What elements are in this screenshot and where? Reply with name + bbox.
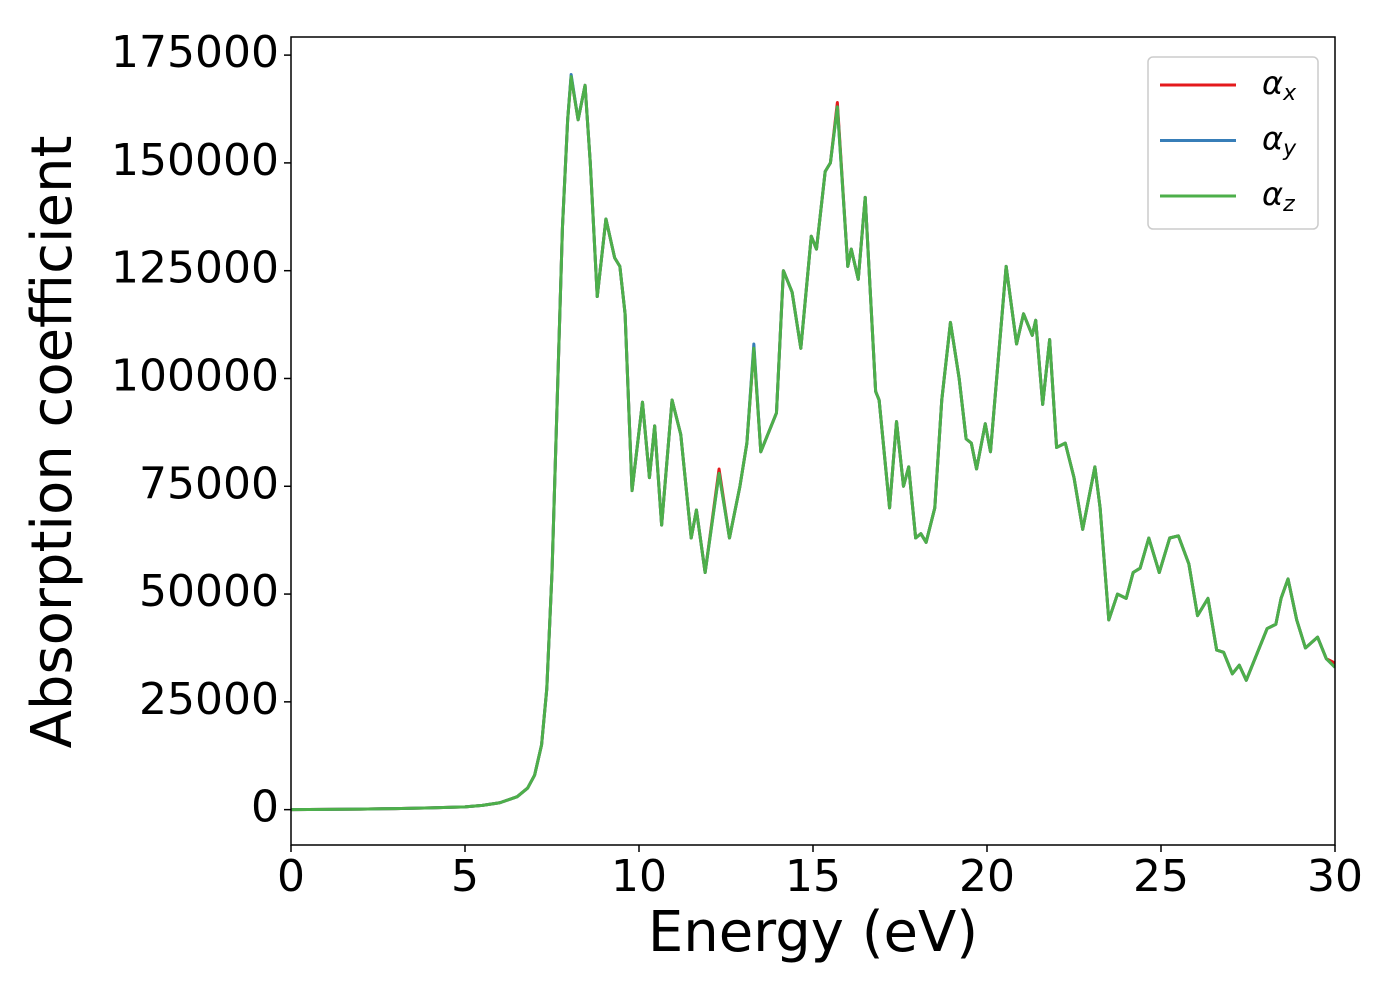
y-axis-label: Absorption coefficient — [20, 136, 85, 749]
legend: αx αy αz — [1147, 56, 1319, 230]
plot-frame — [290, 36, 1336, 846]
legend-label: αy — [1262, 120, 1297, 162]
y-tick-label: 25000 — [139, 674, 279, 725]
y-tick-label: 100000 — [111, 350, 279, 401]
data-line — [291, 75, 1335, 812]
legend-box — [1147, 56, 1319, 230]
y-tick-label: 50000 — [139, 566, 279, 617]
x-tick-label: 30 — [1307, 851, 1363, 902]
x-tick-label: 15 — [785, 851, 841, 902]
y-tick-label: 175000 — [111, 27, 279, 78]
legend-label: αx — [1262, 64, 1297, 106]
y-tick-label: 125000 — [111, 243, 279, 294]
x-tick-label: 25 — [1133, 851, 1189, 902]
y-tick-label: 150000 — [111, 135, 279, 186]
plot-area — [291, 73, 1335, 812]
x-axis-label: Energy (eV) — [648, 900, 978, 965]
x-tick-label: 10 — [611, 851, 667, 902]
x-tick-label: 5 — [451, 851, 479, 902]
legend-label: αz — [1262, 175, 1295, 217]
x-tick-label: 20 — [959, 851, 1015, 902]
x-tick-label: 0 — [277, 851, 305, 902]
y-tick-label: 75000 — [139, 458, 279, 509]
y-tick-label: 0 — [251, 782, 279, 833]
